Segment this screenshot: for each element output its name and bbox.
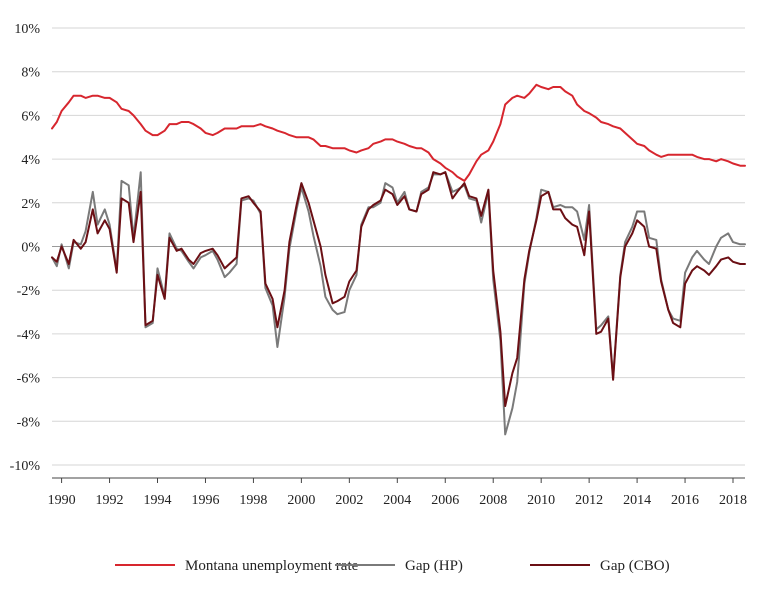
x-tick-label: 2014 (623, 493, 651, 508)
axes: -10% -8% -6% -4% -2% 0% 2% 4% 6% 8% 10% 1990 1992 199… (10, 22, 747, 508)
series-line-gap-hp (51, 171, 746, 436)
gridlines (52, 27, 745, 466)
x-tick-label: 1992 (96, 493, 124, 508)
x-tick-label: 2016 (671, 493, 699, 508)
legend: Montana unemployment rate Gap (HP) Gap (CB… (115, 558, 670, 574)
y-tick-label: -8% (17, 415, 41, 430)
legend-label-gap-hp: Gap (HP) (405, 558, 463, 574)
x-tick-label: 2018 (719, 493, 747, 508)
y-tick-label: 8% (21, 66, 40, 81)
y-tick-label: -4% (17, 328, 41, 343)
series-lines (51, 83, 746, 436)
y-tick-label: 2% (21, 197, 40, 212)
y-tick-label: -2% (17, 284, 41, 299)
y-tick-label: -6% (17, 372, 41, 387)
x-tick-label: 2010 (527, 493, 555, 508)
y-tick-label: 10% (14, 22, 40, 37)
x-tick-label: 1990 (48, 493, 76, 508)
x-tick-label: 1996 (191, 493, 219, 508)
y-tick-label: 6% (21, 109, 40, 124)
series-line-montana-unemployment-rate (51, 83, 746, 182)
series-line-gap-cbo (51, 171, 746, 407)
x-tick-label: 2002 (335, 493, 363, 508)
x-tick-label: 2006 (431, 493, 459, 508)
legend-label-gap-cbo: Gap (CBO) (600, 558, 670, 574)
x-tick-label: 1998 (239, 493, 267, 508)
legend-label-montana-unemployment-rate: Montana unemployment rate (185, 558, 359, 574)
x-tick-label: 2012 (575, 493, 603, 508)
y-tick-label: 4% (21, 153, 40, 168)
x-tick-label: 1994 (144, 493, 172, 508)
x-tick-label: 2004 (383, 493, 411, 508)
x-tick-label: 2008 (479, 493, 507, 508)
y-tick-label: 0% (21, 241, 40, 256)
y-tick-label: -10% (10, 459, 41, 474)
x-tick-label: 2000 (287, 493, 315, 508)
